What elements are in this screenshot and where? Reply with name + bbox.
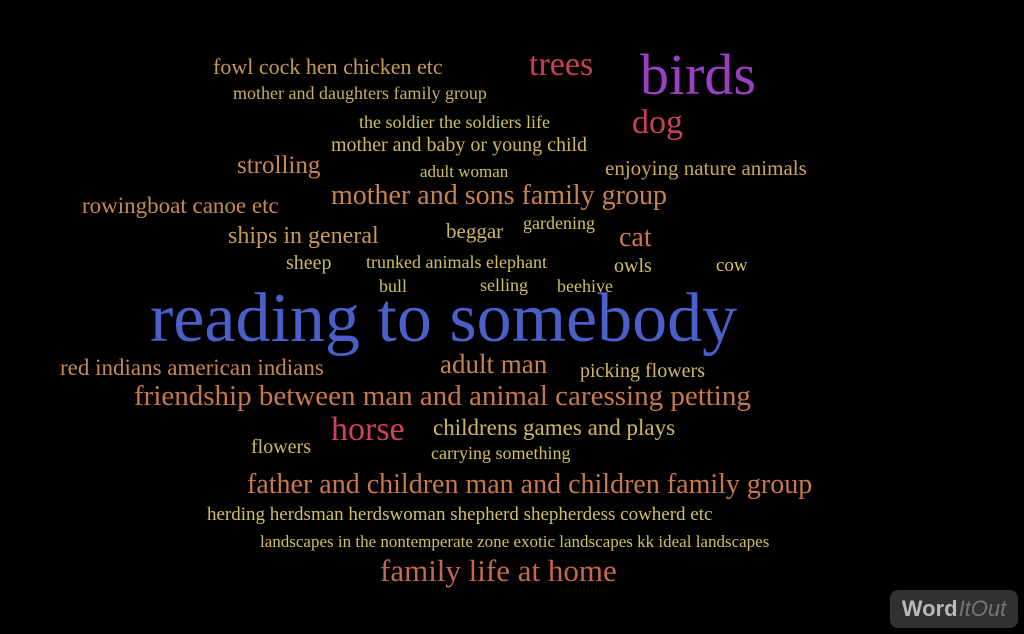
word-owls: owls bbox=[614, 255, 652, 277]
word-gardening: gardening bbox=[523, 213, 595, 233]
word-reading-to-somebody: reading to somebody bbox=[150, 280, 738, 357]
word-friendship: friendship between man and animal caress… bbox=[134, 380, 751, 412]
word-adult-woman: adult woman bbox=[420, 162, 509, 181]
word-landscapes: landscapes in the nontemperate zone exot… bbox=[260, 532, 770, 551]
word-sheep: sheep bbox=[286, 252, 332, 274]
word-trees: trees bbox=[529, 46, 594, 83]
word-father-children: father and children man and children fam… bbox=[247, 469, 813, 500]
word-red-indians: red indians american indians bbox=[60, 355, 324, 380]
word-adult-man: adult man bbox=[440, 349, 548, 379]
logo-word-part: Word bbox=[901, 596, 958, 621]
word-rowingboat: rowingboat canoe etc bbox=[82, 193, 279, 218]
word-fowl: fowl cock hen chicken etc bbox=[213, 54, 443, 79]
logo-itout-part: ItOut bbox=[958, 596, 1007, 621]
word-mother-daughters: mother and daughters family group bbox=[233, 83, 487, 103]
word-trunked-animals: trunked animals elephant bbox=[366, 252, 547, 272]
word-carrying: carrying something bbox=[431, 443, 571, 463]
word-horse: horse bbox=[331, 411, 405, 448]
word-bull: bull bbox=[379, 276, 408, 296]
word-ships: ships in general bbox=[228, 223, 379, 249]
word-selling: selling bbox=[480, 275, 528, 295]
word-strolling: strolling bbox=[237, 152, 321, 179]
word-mother-sons: mother and sons family group bbox=[331, 180, 667, 211]
word-family-life: family life at home bbox=[380, 553, 617, 588]
word-picking-flowers: picking flowers bbox=[580, 360, 705, 382]
word-beehive: beehive bbox=[557, 276, 613, 296]
word-dog: dog bbox=[632, 104, 683, 141]
word-flowers: flowers bbox=[251, 436, 311, 458]
word-mother-baby: mother and baby or young child bbox=[331, 134, 588, 156]
wordittout-logo[interactable]: Word ItOut bbox=[890, 590, 1018, 628]
word-herding: herding herdsman herdswoman shepherd she… bbox=[207, 504, 713, 525]
word-beggar: beggar bbox=[446, 219, 504, 243]
word-soldier: the soldier the soldiers life bbox=[359, 112, 550, 132]
word-birds: birds bbox=[640, 42, 756, 107]
word-enjoying-nature: enjoying nature animals bbox=[605, 156, 807, 180]
word-cat: cat bbox=[619, 222, 652, 253]
word-childrens-games: childrens games and plays bbox=[433, 415, 676, 440]
word-cow: cow bbox=[716, 255, 748, 276]
